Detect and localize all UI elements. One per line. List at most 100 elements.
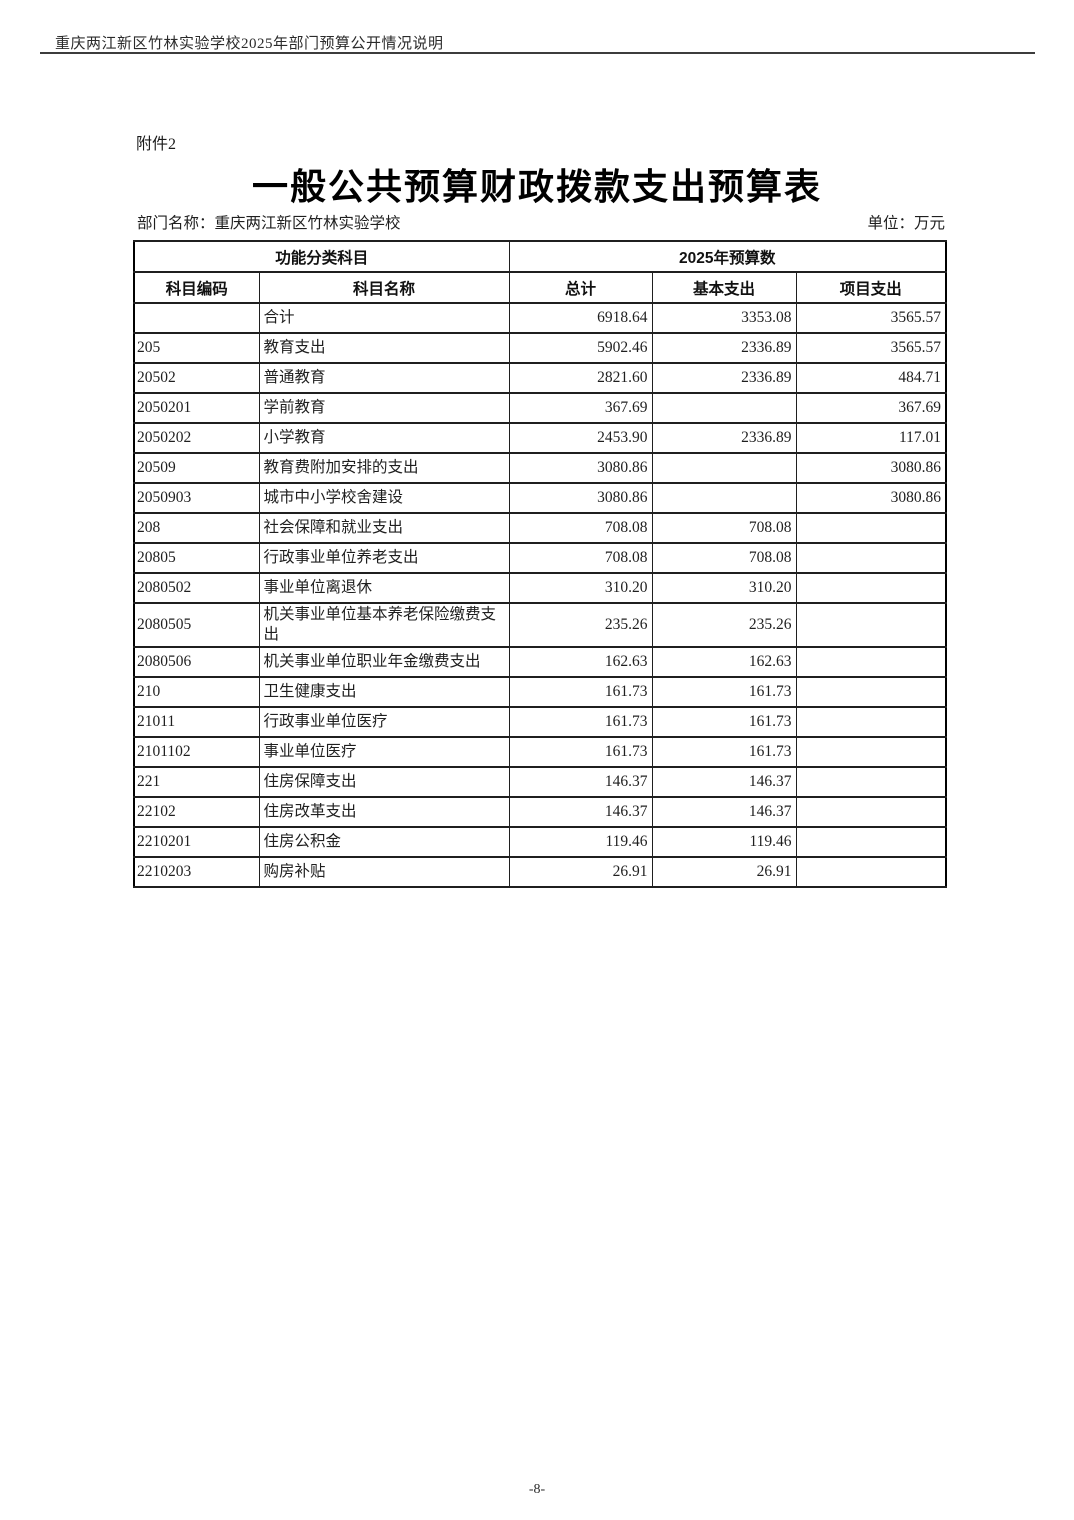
- cell-project-expenditure: 367.69: [795, 392, 947, 424]
- table-row: 2210201 住房公积金 119.46 119.46: [133, 826, 947, 859]
- cell-subject-name: 小学教育: [258, 422, 510, 454]
- cell-total: 161.73: [508, 736, 653, 769]
- cell-total: 162.63: [508, 646, 653, 679]
- cell-basic-expenditure: [651, 392, 797, 424]
- table-meta-row: 部门名称：重庆两江新区竹林实验学校 单位：万元: [137, 211, 945, 233]
- cell-subject-code: 221: [133, 766, 260, 799]
- cell-subject-code: 20509: [133, 452, 260, 484]
- cell-basic-expenditure: 2336.89: [651, 332, 797, 364]
- cell-basic-expenditure: [651, 452, 797, 484]
- document-header-text: 重庆两江新区竹林实验学校2025年部门预算公开情况说明: [55, 36, 444, 52]
- cell-basic-expenditure: 26.91: [651, 856, 797, 889]
- cell-subject-code: 210: [133, 676, 260, 709]
- table-row: 205 教育支出 5902.46 2336.89 3565.57: [133, 332, 947, 364]
- cell-basic-expenditure: 708.08: [651, 542, 797, 574]
- cell-project-expenditure: [795, 766, 947, 799]
- cell-total: 235.26: [508, 601, 653, 649]
- col-header-subject-code: 科目编码: [133, 271, 260, 304]
- cell-subject-code: 205: [133, 332, 260, 364]
- cell-project-expenditure: [795, 736, 947, 769]
- page-title: 一般公共预算财政拨款支出预算表: [251, 166, 822, 207]
- cell-project-expenditure: [795, 856, 947, 889]
- table-row: 2080502 事业单位离退休 310.20 310.20: [133, 572, 947, 604]
- cell-total: 146.37: [508, 796, 653, 829]
- cell-project-expenditure: 117.01: [795, 422, 947, 454]
- cell-basic-expenditure: 161.73: [651, 706, 797, 739]
- cell-total: 310.20: [508, 572, 653, 604]
- cell-subject-code: 2050903: [133, 482, 260, 514]
- cell-subject-code: 2080505: [133, 601, 260, 649]
- cell-basic-expenditure: 146.37: [651, 766, 797, 799]
- cell-subject-name: 教育支出: [258, 332, 510, 364]
- cell-project-expenditure: [795, 601, 947, 649]
- cell-subject-code: [133, 302, 260, 334]
- cell-basic-expenditure: 119.46: [651, 826, 797, 859]
- cell-basic-expenditure: 2336.89: [651, 422, 797, 454]
- budget-table: 功能分类科目 2025年预算数 科目编码 科目名称 总计 基本支出 项目支出 合…: [133, 240, 948, 889]
- cell-subject-name: 合计: [258, 302, 510, 334]
- cell-total: 2453.90: [508, 422, 653, 454]
- cell-subject-code: 2080506: [133, 646, 260, 679]
- cell-subject-code: 2050202: [133, 422, 260, 454]
- cell-basic-expenditure: 162.63: [651, 646, 797, 679]
- cell-total: 3080.86: [508, 482, 653, 514]
- cell-project-expenditure: [795, 572, 947, 604]
- table-row: 210 卫生健康支出 161.73 161.73: [133, 676, 947, 709]
- cell-total: 5902.46: [508, 332, 653, 364]
- table-row: 2080505 机关事业单位基本养老保险缴费支出 235.26 235.26: [133, 601, 947, 649]
- cell-subject-code: 2210201: [133, 826, 260, 859]
- cell-total: 708.08: [508, 542, 653, 574]
- cell-project-expenditure: 3080.86: [795, 452, 947, 484]
- table-row: 2050903 城市中小学校舍建设 3080.86 3080.86: [133, 482, 947, 514]
- cell-total: 161.73: [508, 676, 653, 709]
- cell-total: 3080.86: [508, 452, 653, 484]
- col-header-subject-name: 科目名称: [258, 271, 510, 304]
- cell-total: 2821.60: [508, 362, 653, 394]
- col-header-basic-expenditure: 基本支出: [651, 271, 797, 304]
- cell-subject-code: 2210203: [133, 856, 260, 889]
- table-row: 20509 教育费附加安排的支出 3080.86 3080.86: [133, 452, 947, 484]
- header-2025-budget: 2025年预算数: [508, 240, 947, 273]
- cell-subject-name: 行政事业单位养老支出: [258, 542, 510, 574]
- budget-table-body: 合计 6918.64 3353.08 3565.57 205 教育支出 5902.46 233…: [133, 302, 947, 889]
- table-row: 221 住房保障支出 146.37 146.37: [133, 766, 947, 799]
- header-functional-category: 功能分类科目: [133, 240, 510, 273]
- cell-basic-expenditure: 2336.89: [651, 362, 797, 394]
- cell-basic-expenditure: [651, 482, 797, 514]
- col-header-total: 总计: [508, 271, 653, 304]
- cell-subject-name: 学前教育: [258, 392, 510, 424]
- cell-subject-name: 城市中小学校舍建设: [258, 482, 510, 514]
- table-group-header-row: 功能分类科目 2025年预算数: [133, 240, 947, 273]
- cell-basic-expenditure: 708.08: [651, 512, 797, 544]
- table-column-header-row: 科目编码 科目名称 总计 基本支出 项目支出: [133, 271, 947, 304]
- cell-total: 6918.64: [508, 302, 653, 334]
- department-name-label: 部门名称：重庆两江新区竹林实验学校: [137, 215, 401, 232]
- cell-basic-expenditure: 161.73: [651, 736, 797, 769]
- cell-project-expenditure: [795, 542, 947, 574]
- cell-project-expenditure: [795, 796, 947, 829]
- cell-subject-code: 22102: [133, 796, 260, 829]
- col-header-project-expenditure: 项目支出: [795, 271, 947, 304]
- cell-basic-expenditure: 235.26: [651, 601, 797, 649]
- table-row: 2050202 小学教育 2453.90 2336.89 117.01: [133, 422, 947, 454]
- cell-basic-expenditure: 3353.08: [651, 302, 797, 334]
- table-row: 20502 普通教育 2821.60 2336.89 484.71: [133, 362, 947, 394]
- table-row: 20805 行政事业单位养老支出 708.08 708.08: [133, 542, 947, 574]
- cell-subject-name: 卫生健康支出: [258, 676, 510, 709]
- page-number: -8-: [528, 1482, 546, 1497]
- cell-project-expenditure: [795, 646, 947, 679]
- cell-subject-name: 住房保障支出: [258, 766, 510, 799]
- cell-subject-name: 行政事业单位医疗: [258, 706, 510, 739]
- cell-total: 119.46: [508, 826, 653, 859]
- cell-subject-code: 20502: [133, 362, 260, 394]
- cell-project-expenditure: [795, 826, 947, 859]
- cell-subject-code: 2050201: [133, 392, 260, 424]
- cell-project-expenditure: 3080.86: [795, 482, 947, 514]
- cell-subject-name: 事业单位医疗: [258, 736, 510, 769]
- cell-subject-name: 事业单位离退休: [258, 572, 510, 604]
- cell-subject-name: 住房公积金: [258, 826, 510, 859]
- cell-project-expenditure: [795, 676, 947, 709]
- table-row: 2101102 事业单位医疗 161.73 161.73: [133, 736, 947, 769]
- cell-subject-name: 购房补贴: [258, 856, 510, 889]
